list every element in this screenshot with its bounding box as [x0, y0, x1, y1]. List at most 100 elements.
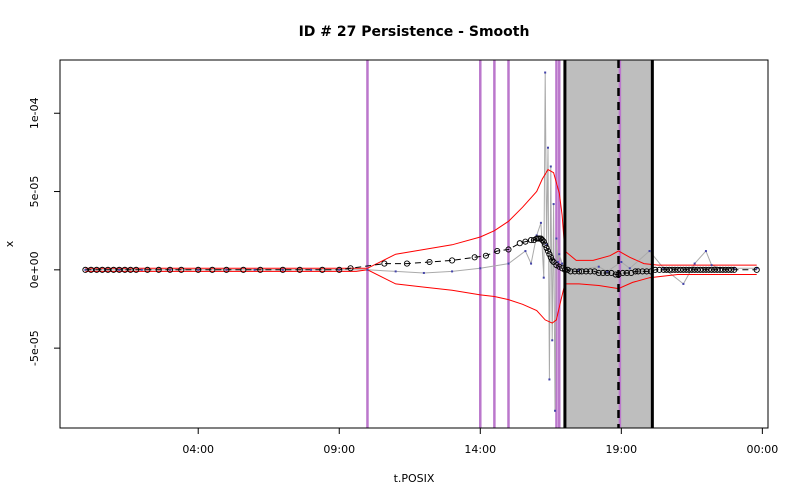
smooth-point — [296, 266, 303, 273]
smooth-point — [522, 238, 529, 245]
smooth-point — [608, 269, 615, 277]
smooth-point — [494, 247, 501, 255]
x-tick-label: 19:00 — [605, 443, 637, 456]
y-axis-label: x — [3, 240, 16, 247]
observed-point — [682, 282, 685, 285]
observed-point — [338, 268, 341, 271]
observed-point — [140, 268, 143, 271]
observed-point — [524, 250, 527, 253]
observed-point — [507, 262, 510, 265]
smooth-point — [347, 265, 354, 272]
x-tick-label: 00:00 — [747, 443, 779, 456]
y-tick-label: -5e-05 — [28, 330, 41, 366]
plot-frame — [59, 59, 769, 429]
smooth-point — [643, 268, 650, 275]
smooth-point — [587, 268, 594, 275]
smooth-point — [505, 246, 512, 253]
observed-point — [535, 234, 538, 237]
smooth-point — [482, 252, 489, 259]
smooth-point — [547, 254, 554, 261]
smooth-point — [223, 266, 230, 273]
smooth-point — [144, 266, 151, 273]
observed-point — [394, 270, 397, 273]
x-tick-label: 04:00 — [182, 443, 214, 456]
smooth-point — [639, 268, 646, 275]
observed-point — [281, 268, 284, 271]
observed-point — [549, 165, 552, 168]
smooth-point — [209, 266, 216, 273]
observed-point — [551, 339, 554, 342]
observed-point — [552, 203, 555, 206]
observed-point — [556, 261, 559, 264]
smooth-point — [599, 269, 607, 277]
observed-point — [704, 250, 707, 253]
x-axis-label: t.POSIX — [394, 472, 435, 485]
smooth-point — [623, 269, 631, 277]
observed-point — [561, 262, 564, 265]
observed-point — [530, 262, 533, 265]
observed-point — [366, 268, 369, 271]
smooth-point — [656, 266, 663, 273]
smooth-point — [539, 237, 546, 244]
smooth-point — [542, 241, 549, 248]
smooth-point — [753, 266, 760, 273]
upper-bound-line — [85, 168, 757, 269]
smooth-point — [540, 238, 547, 245]
observed-point — [578, 268, 581, 271]
observed-point — [662, 267, 665, 270]
observed-point — [606, 270, 609, 273]
chart-title: ID # 27 Persistence - Smooth — [299, 24, 530, 40]
smooth-point — [619, 269, 626, 277]
observed-point — [648, 250, 651, 253]
observed-point — [719, 267, 722, 270]
smooth-point — [426, 258, 433, 266]
smooth-point — [549, 257, 556, 264]
smooth-line — [85, 238, 757, 275]
smooth-point — [449, 257, 456, 264]
x-tick-label: 14:00 — [464, 443, 496, 456]
observed-point — [544, 71, 547, 74]
observed-point — [118, 268, 121, 271]
observed-point — [597, 265, 600, 268]
gap-shade — [564, 60, 653, 428]
observed-line — [85, 72, 757, 411]
observed-point — [253, 268, 256, 271]
smooth-point — [381, 260, 388, 267]
smooth-point — [516, 240, 523, 247]
y-tick-label: 1e-04 — [28, 97, 41, 129]
observed-point — [225, 268, 228, 271]
smooth-point — [731, 266, 738, 273]
observed-point — [546, 146, 549, 149]
smooth-point — [575, 268, 583, 275]
smooth-point — [728, 266, 735, 273]
observed-point — [733, 267, 736, 270]
smooth-point — [632, 268, 639, 275]
observed-point — [539, 221, 542, 224]
smooth-point — [240, 266, 247, 273]
observed-point — [558, 253, 561, 256]
y-tick-label: 5e-05 — [28, 176, 41, 208]
smooth-point — [319, 266, 326, 273]
observed-point — [628, 267, 631, 270]
smooth-point — [578, 268, 585, 275]
smooth-point — [628, 269, 635, 277]
smooth-point — [178, 266, 185, 273]
smooth-point — [336, 266, 343, 273]
smooth-point — [546, 251, 553, 258]
observed-point — [84, 268, 87, 271]
smooth-point — [166, 266, 174, 273]
smooth-point — [543, 244, 550, 251]
smooth-point — [471, 254, 478, 261]
observed-point — [169, 268, 172, 271]
smooth-point — [133, 266, 140, 273]
smooth-point — [595, 269, 602, 277]
observed-point — [542, 276, 545, 279]
smooth-point — [279, 266, 286, 273]
smooth-point — [528, 237, 535, 244]
smooth-point — [591, 268, 598, 275]
observed-point — [755, 267, 758, 270]
observed-point — [422, 271, 425, 274]
smooth-point — [403, 260, 410, 267]
observed-point — [620, 261, 623, 264]
